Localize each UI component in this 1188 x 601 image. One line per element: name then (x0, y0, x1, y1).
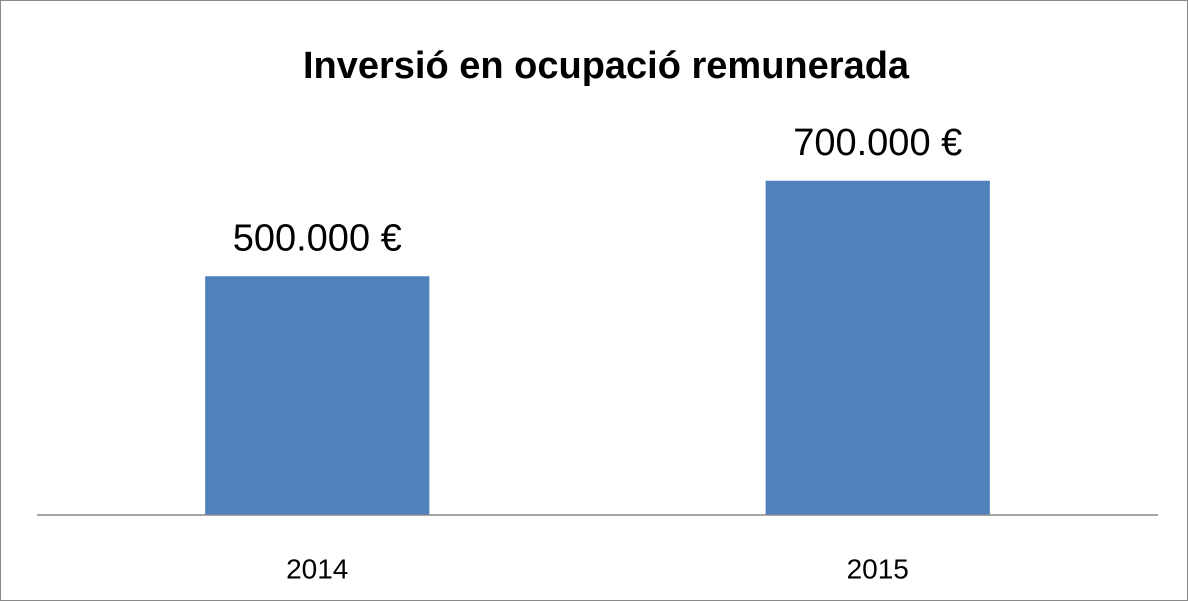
x-tick-label: 2015 (847, 553, 909, 584)
bar (205, 276, 430, 515)
chart-title: Inversió en ocupació remunerada (303, 45, 910, 87)
x-tick-label: 2014 (286, 553, 348, 584)
bar (765, 180, 990, 515)
data-label: 500.000 € (233, 217, 402, 259)
data-label: 700.000 € (793, 122, 962, 164)
